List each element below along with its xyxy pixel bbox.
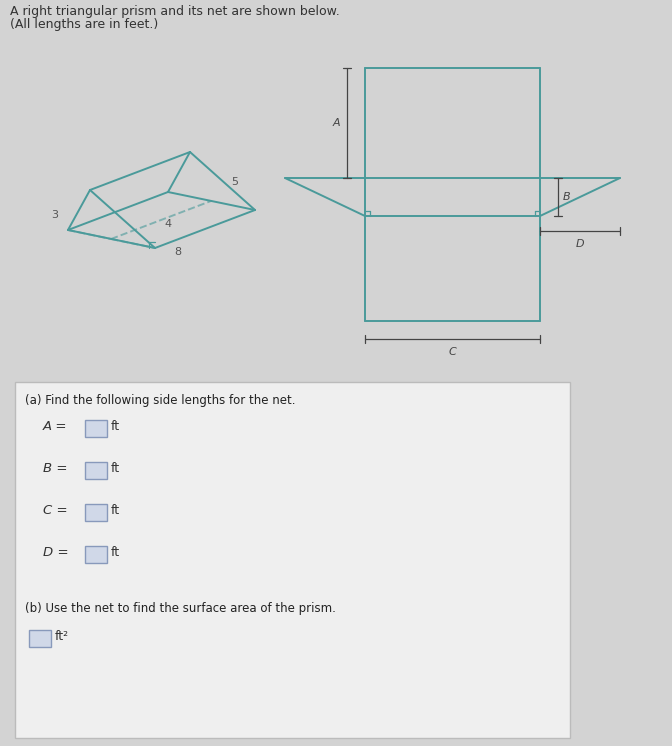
Text: ft: ft — [111, 504, 120, 518]
Text: (All lengths are in feet.): (All lengths are in feet.) — [10, 18, 158, 31]
Text: C: C — [449, 347, 456, 357]
Text: ft: ft — [111, 547, 120, 560]
Text: 5: 5 — [231, 177, 239, 187]
Text: B: B — [563, 192, 571, 202]
Text: 3: 3 — [52, 210, 58, 220]
Text: C =: C = — [43, 504, 68, 518]
FancyBboxPatch shape — [85, 545, 107, 562]
Text: ft: ft — [111, 463, 120, 475]
Text: ft²: ft² — [55, 630, 69, 644]
Text: A =: A = — [43, 421, 67, 433]
FancyBboxPatch shape — [85, 419, 107, 436]
Text: B =: B = — [43, 463, 67, 475]
Text: D =: D = — [43, 547, 69, 560]
Text: 4: 4 — [165, 219, 171, 229]
Text: (a) Find the following side lengths for the net.: (a) Find the following side lengths for … — [25, 394, 296, 407]
Text: A: A — [333, 118, 340, 128]
FancyBboxPatch shape — [15, 382, 570, 738]
Text: ft: ft — [111, 421, 120, 433]
FancyBboxPatch shape — [29, 630, 51, 647]
Text: (b) Use the net to find the surface area of the prism.: (b) Use the net to find the surface area… — [25, 602, 336, 615]
Text: D: D — [576, 239, 585, 249]
FancyBboxPatch shape — [85, 462, 107, 478]
Text: 8: 8 — [175, 247, 181, 257]
FancyBboxPatch shape — [85, 504, 107, 521]
Text: A right triangular prism and its net are shown below.: A right triangular prism and its net are… — [10, 5, 340, 18]
